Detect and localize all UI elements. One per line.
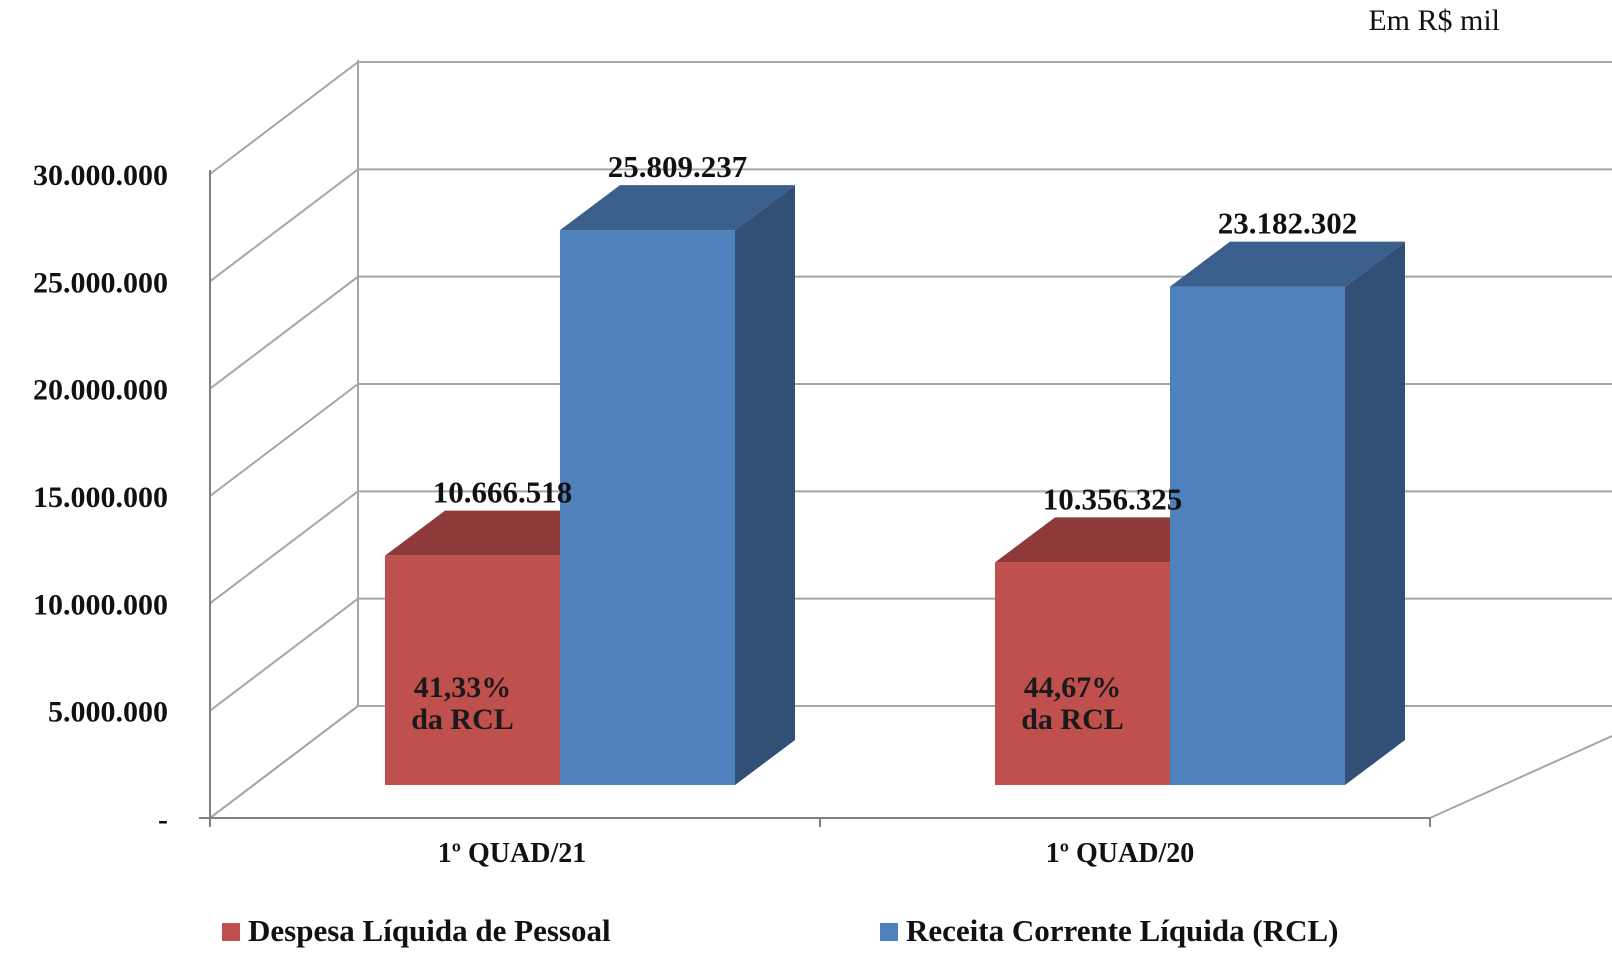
data-label: 23.182.302 [1218, 206, 1358, 241]
bar-receita [1170, 286, 1345, 785]
unit-note: Em R$ mil [1368, 4, 1500, 37]
x-tick-label: 1º QUAD/21 [438, 838, 586, 869]
gridline [209, 61, 1612, 175]
y-tick-label: 20.000.000 [33, 374, 168, 407]
data-label: 25.809.237 [608, 149, 748, 184]
bar-top [1170, 241, 1405, 287]
bar-despesa [385, 555, 560, 785]
gridlines [199, 60, 1612, 827]
y-tick-label: 5.000.000 [48, 696, 168, 729]
bar-side [1345, 241, 1405, 785]
legend: Despesa Líquida de Pessoal Receita Corren… [222, 913, 1339, 948]
floor-right-edge [1429, 735, 1612, 819]
legend-swatch [222, 923, 240, 941]
data-label: 10.356.325 [1043, 481, 1183, 516]
y-tick-label: 30.000.000 [33, 159, 168, 192]
legend-label: Despesa Líquida de Pessoal [248, 913, 611, 948]
data-label: 10.666.518 [433, 475, 573, 510]
bar-side [735, 185, 795, 785]
bar-inner-label: 44,67% [1024, 671, 1122, 704]
bars [385, 185, 1405, 785]
y-tick-label: - [158, 803, 168, 836]
bar-inner-label: 41,33% [414, 671, 512, 704]
x-axis-ticks: 1º QUAD/21 1º QUAD/20 [438, 838, 1194, 869]
bar-receita [560, 230, 735, 785]
bar-despesa [995, 562, 1170, 785]
bar-inner-label: da RCL [411, 703, 514, 736]
x-tick-label: 1º QUAD/20 [1046, 838, 1194, 869]
legend-swatch [880, 923, 898, 941]
bar-inner-label: da RCL [1021, 703, 1124, 736]
y-tick-label: 15.000.000 [33, 481, 168, 514]
bar-top [560, 185, 795, 231]
y-tick-label: 25.000.000 [33, 266, 168, 299]
legend-label: Receita Corrente Líquida (RCL) [906, 913, 1339, 948]
y-axis-ticks: - 5.000.000 10.000.000 15.000.000 20.000.000… [33, 159, 168, 836]
y-tick-label: 10.000.000 [33, 588, 168, 621]
